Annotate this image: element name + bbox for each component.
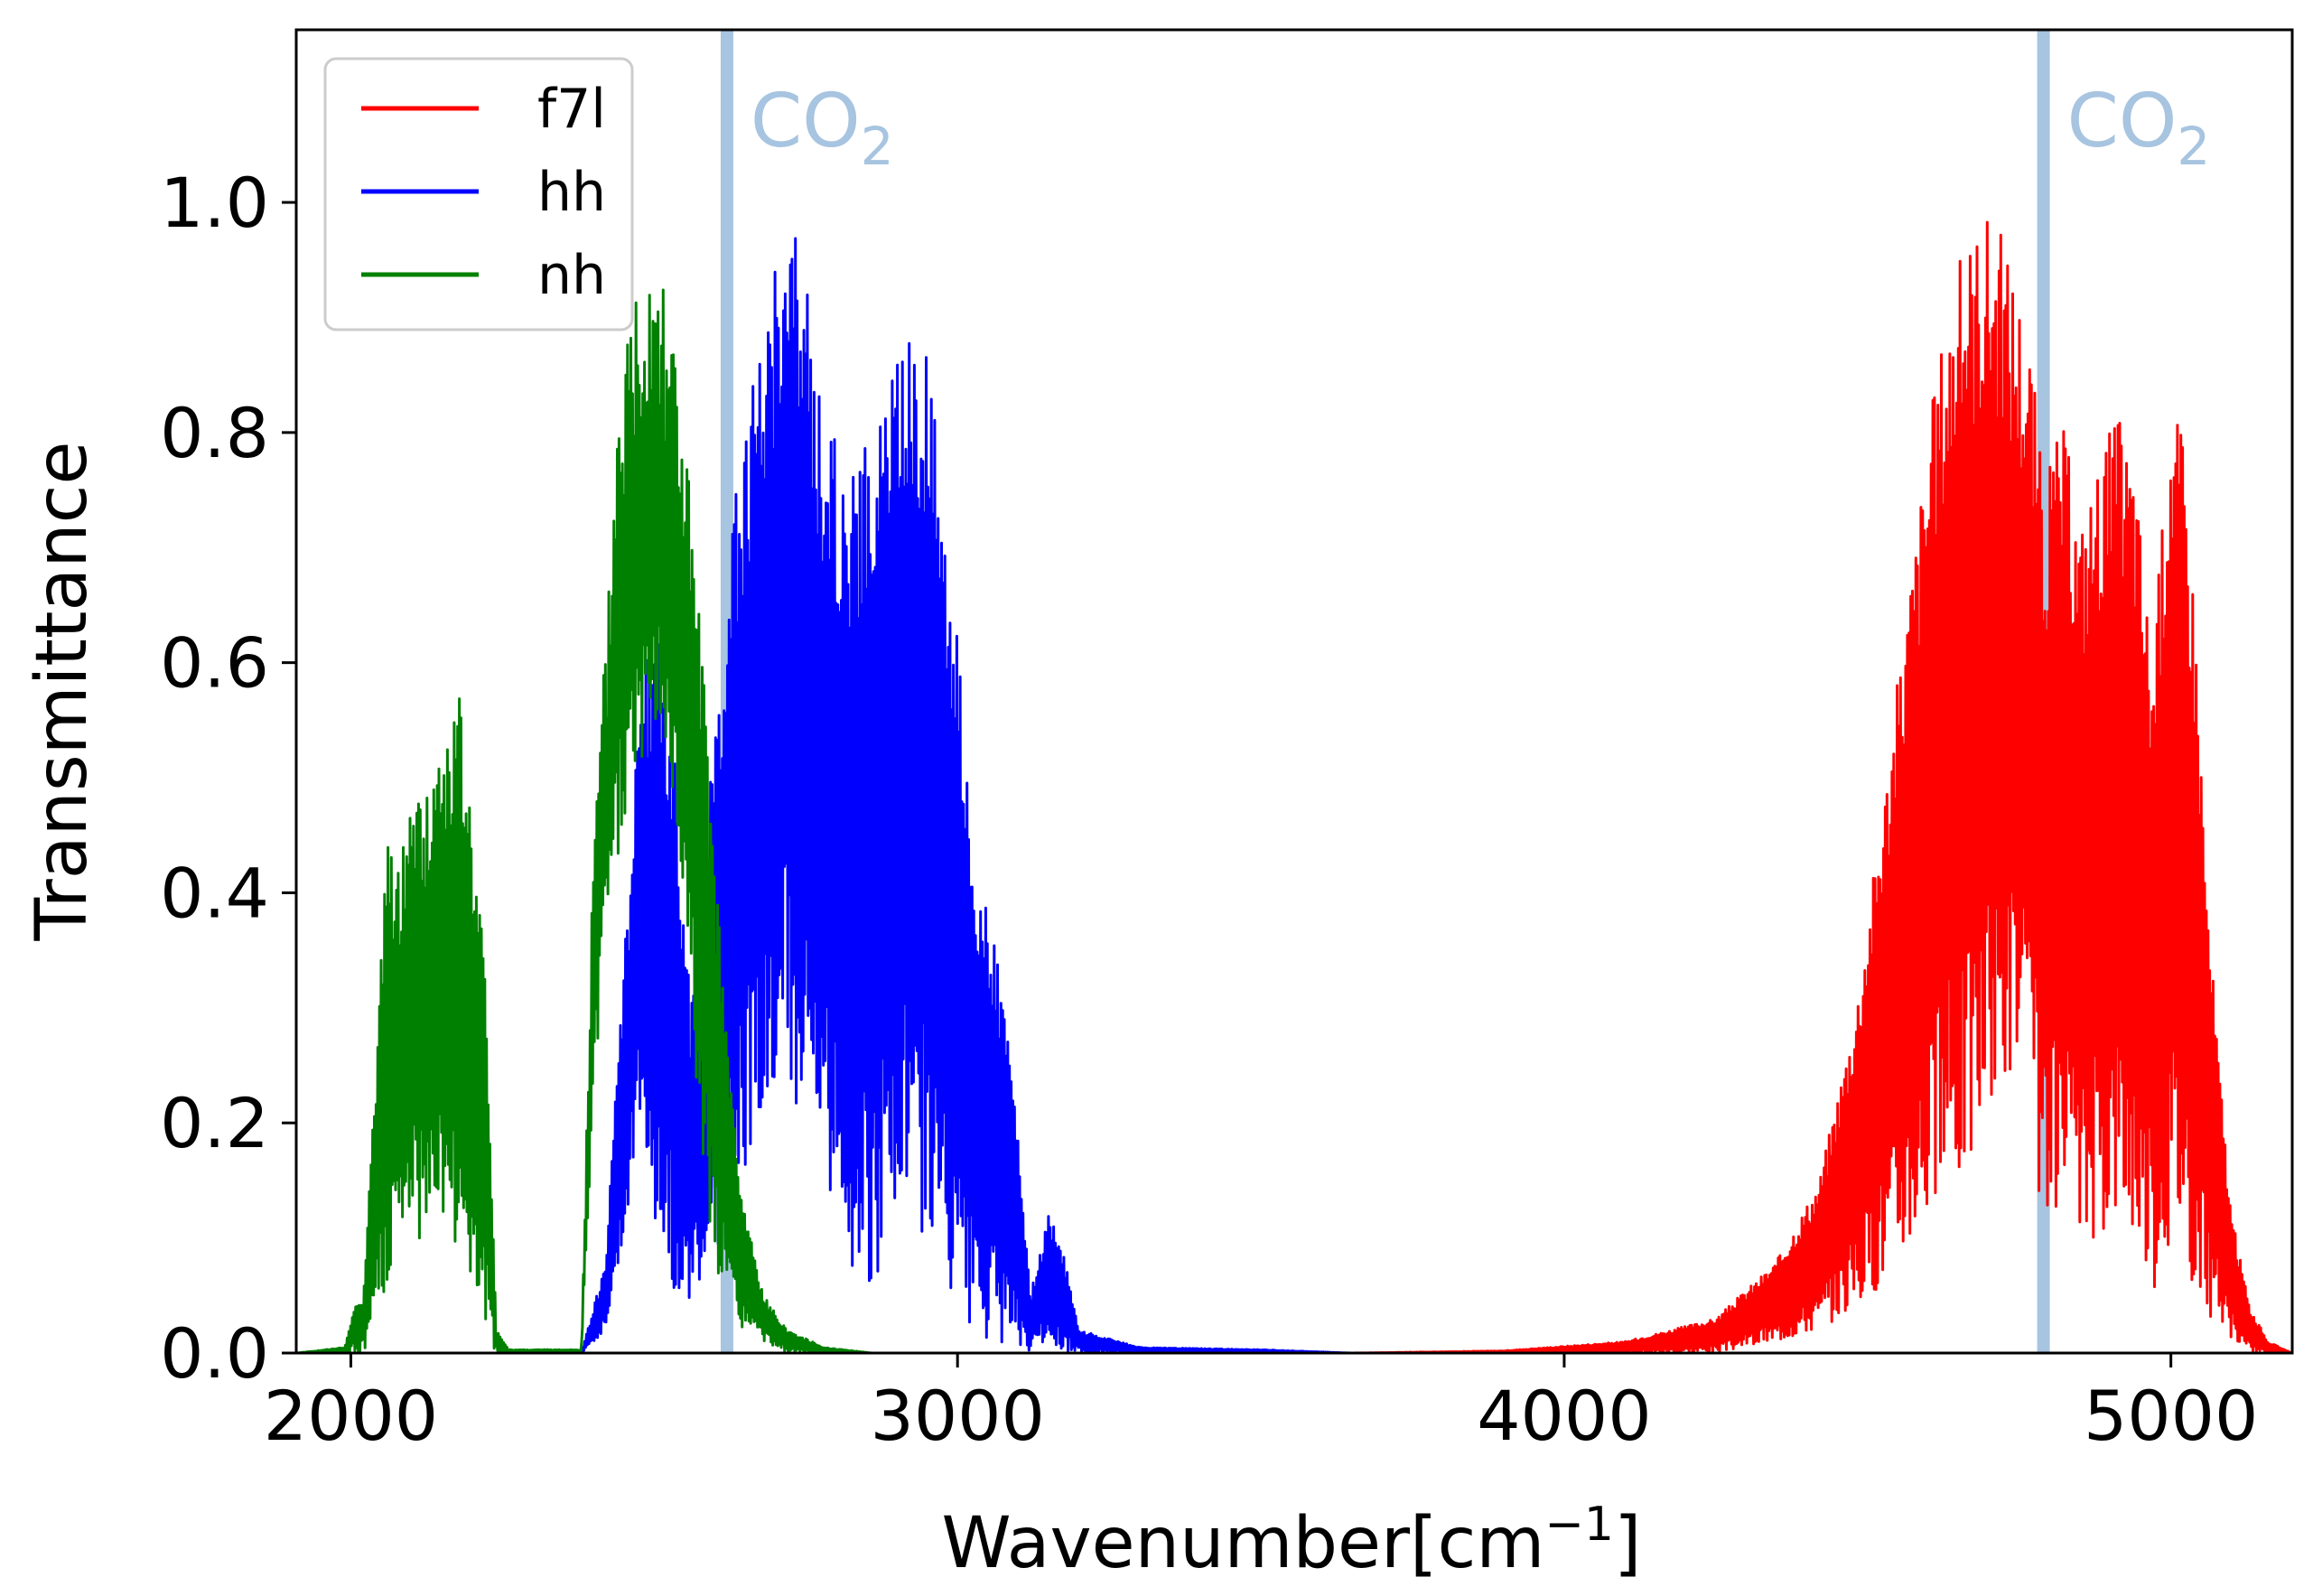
- series-nh: [296, 288, 873, 1353]
- legend-label-f7l: f7l: [537, 78, 606, 141]
- y-axis-label: Transmittance: [22, 441, 103, 941]
- y-tick-label-1: 0.2: [160, 1083, 269, 1163]
- x-tick-label-2: 4000: [1477, 1376, 1651, 1456]
- y-tick-label-3: 0.6: [160, 623, 269, 704]
- y-tick-label-4: 0.8: [160, 393, 269, 473]
- legend-box: [323, 57, 634, 331]
- legend: f7l hh nh: [323, 57, 634, 331]
- legend-label-nh: nh: [537, 244, 606, 307]
- x-tick-label-0: 2000: [264, 1376, 438, 1456]
- co2-band-label-0: CO2: [751, 79, 894, 177]
- y-axis: 0.0 0.2 0.4 0.6 0.8 1.0: [160, 163, 296, 1394]
- legend-label-hh: hh: [537, 161, 606, 224]
- x-axis: 2000 3000 4000 5000: [264, 1353, 2258, 1456]
- y-tick-label-5: 1.0: [160, 163, 269, 243]
- x-tick-label-1: 3000: [870, 1376, 1044, 1456]
- y-tick-label-0: 0.0: [160, 1313, 269, 1394]
- co2-band-label-1: CO2: [2067, 79, 2211, 177]
- x-tick-label-3: 5000: [2084, 1376, 2258, 1456]
- series-layer: [296, 220, 2292, 1353]
- plot-frame: [294, 28, 2294, 1355]
- y-tick-label-2: 0.4: [160, 853, 269, 933]
- x-axis-label: Wavenumber[cm−1]: [942, 1498, 1642, 1584]
- series-f7l: [1351, 220, 2292, 1353]
